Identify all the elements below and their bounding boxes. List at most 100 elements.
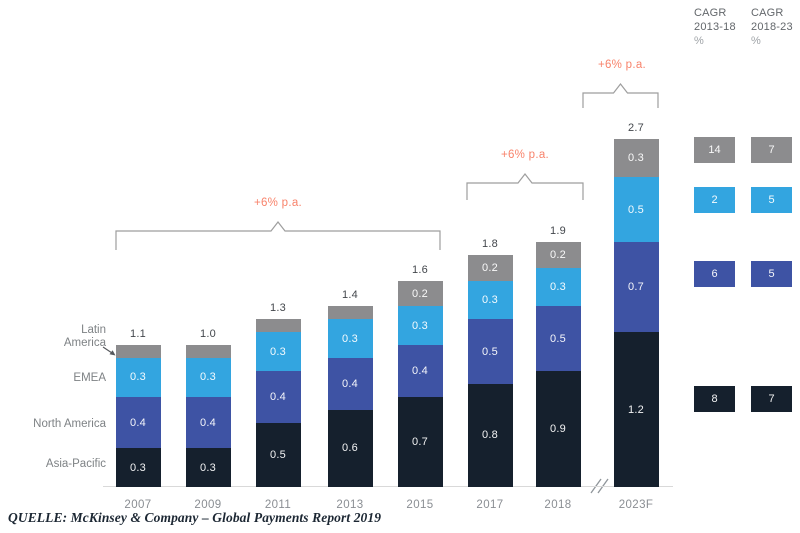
bar-segment-north-america: 0.4 — [115, 396, 161, 449]
segment-value-label: 0.2 — [412, 287, 428, 300]
bar-segment-latin-america: 0.2 — [397, 280, 443, 307]
segment-value-label: 0.3 — [130, 371, 146, 384]
segment-value-label: 0.3 — [412, 319, 428, 332]
x-axis-tick-label: 2013 — [336, 499, 364, 511]
cagr-value-north-america-col1: 6 — [694, 261, 735, 287]
bar-segment-latin-america — [327, 306, 373, 320]
segment-value-label: 0.5 — [270, 448, 286, 461]
bar-segment-asia-pacific: 1.2 — [613, 332, 659, 487]
segment-value-label: 0.5 — [628, 203, 644, 216]
segment-value-label: 0.4 — [130, 416, 146, 429]
cagr-value-asia-pacific-col2: 7 — [751, 386, 792, 412]
bar-2007: 0.3 0.4 0.3 1.1 2007 — [115, 328, 161, 511]
bar-segment-latin-america — [115, 345, 161, 359]
bar-2013: 0.3 0.4 0.6 1.4 2013 — [327, 289, 373, 511]
bar-segment-north-america: 0.4 — [397, 345, 443, 397]
cagr-header-period: 2018-23 — [751, 21, 793, 33]
legend-label-north-america: North America — [33, 418, 106, 430]
bar-2011: 0.3 0.4 0.5 1.3 2011 — [255, 302, 301, 511]
bar-total-label: 2.7 — [628, 121, 644, 134]
cagr-value-latin-america-col1: 14 — [694, 137, 735, 163]
bar-total-label: 1.3 — [270, 302, 286, 315]
bar-2018: 0.2 0.3 0.5 0.9 1.9 2018 — [535, 225, 581, 511]
segment-value-label: 0.3 — [628, 152, 644, 165]
bar-segment-asia-pacific: 0.5 — [255, 422, 301, 487]
bar-segment-emea: 0.3 — [467, 280, 513, 320]
bar-segment-emea: 0.5 — [613, 177, 659, 242]
bar-segment-emea: 0.3 — [255, 332, 301, 371]
segment-value-label: 1.2 — [628, 403, 644, 416]
cagr-header-unit: % — [751, 35, 761, 47]
bar-segment-north-america: 0.4 — [185, 396, 231, 449]
source-citation: QUELLE: McKinsey & Company – Global Paym… — [8, 510, 382, 525]
bar-segment-latin-america: 0.3 — [613, 138, 659, 178]
bar-segment-latin-america: 0.2 — [535, 241, 581, 268]
segment-value-label: 0.8 — [482, 429, 498, 442]
bar-segment-asia-pacific: 0.7 — [397, 396, 443, 487]
bar-segment-asia-pacific: 0.3 — [115, 448, 161, 487]
segment-value-label: 0.7 — [412, 435, 428, 448]
bar-segment-asia-pacific: 0.6 — [327, 409, 373, 487]
segment-value-label: 0.3 — [550, 281, 566, 294]
bar-segment-emea: 0.3 — [185, 358, 231, 397]
segment-value-label: 0.3 — [130, 461, 146, 474]
legend-label-asia-pacific: Asia-Pacific — [45, 458, 106, 470]
bar-segment-emea: 0.3 — [535, 267, 581, 307]
segment-value-label: 0.4 — [200, 416, 216, 429]
bar-segment-north-america: 0.5 — [535, 306, 581, 371]
cagr-header-period: 2013-18 — [694, 21, 736, 33]
cagr-header-2018-23: CAGR 2018-23 % — [751, 6, 793, 48]
segment-value-label: 0.4 — [342, 377, 358, 390]
bar-2015: 0.2 0.3 0.4 0.7 1.6 2015 — [397, 264, 443, 511]
growth-bracket-2 — [582, 83, 659, 108]
bar-total-label: 1.8 — [482, 237, 498, 250]
bar-segment-north-america: 0.7 — [613, 241, 659, 333]
cagr-header-title: CAGR — [751, 7, 784, 19]
growth-bracket-1 — [466, 173, 584, 200]
segment-value-label: 0.3 — [200, 371, 216, 384]
bar-total-label: 1.9 — [550, 224, 566, 237]
segment-value-label: 0.2 — [550, 248, 566, 261]
bar-segment-north-america: 0.5 — [467, 319, 513, 384]
x-axis-tick-label: 2018 — [544, 499, 572, 511]
cagr-value-asia-pacific-col1: 8 — [694, 386, 735, 412]
bar-total-label: 1.0 — [200, 328, 216, 341]
segment-value-label: 0.3 — [482, 293, 498, 306]
bar-segment-latin-america: 0.2 — [467, 254, 513, 281]
x-axis-tick-label: 2007 — [124, 499, 152, 511]
cagr-value-emea-col1: 2 — [694, 187, 735, 213]
bar-segment-latin-america — [185, 345, 231, 359]
segment-value-label: 0.4 — [270, 390, 286, 403]
cagr-header-unit: % — [694, 35, 704, 47]
segment-value-label: 0.6 — [342, 442, 358, 455]
segment-value-label: 0.7 — [628, 281, 644, 294]
x-axis-tick-label: 2015 — [406, 499, 434, 511]
bar-total-label: 1.1 — [130, 328, 146, 341]
segment-value-label: 0.3 — [270, 345, 286, 358]
bar-segment-north-america: 0.4 — [327, 358, 373, 410]
cagr-header-title: CAGR — [694, 7, 727, 19]
bar-2023F: 0.3 0.5 0.7 1.2 2.7 2023F — [613, 122, 659, 511]
x-axis-line — [103, 486, 673, 487]
bar-total-label: 1.6 — [412, 263, 428, 276]
x-axis-tick-label: 2011 — [264, 499, 292, 511]
bar-segment-emea: 0.3 — [397, 306, 443, 346]
segment-value-label: 0.2 — [482, 261, 498, 274]
x-axis-tick-label: 2009 — [194, 499, 222, 511]
bar-total-label: 1.4 — [342, 289, 358, 302]
bar-segment-asia-pacific: 0.3 — [185, 448, 231, 487]
cagr-header-2013-18: CAGR 2013-18 % — [694, 6, 736, 48]
bar-2009: 0.3 0.4 0.3 1.0 2009 — [185, 328, 231, 511]
bar-segment-latin-america — [255, 319, 301, 333]
segment-value-label: 0.5 — [550, 332, 566, 345]
growth-bracket-0 — [115, 221, 441, 250]
x-axis-tick-label: 2023F — [618, 499, 654, 511]
cagr-value-latin-america-col2: 7 — [751, 137, 792, 163]
cagr-value-emea-col2: 5 — [751, 187, 792, 213]
bar-segment-north-america: 0.4 — [255, 370, 301, 423]
growth-annotation-2018-2023: +6% p.a. — [597, 59, 647, 71]
segment-value-label: 0.9 — [550, 422, 566, 435]
x-axis-tick-label: 2017 — [476, 499, 504, 511]
cagr-value-north-america-col2: 5 — [751, 261, 792, 287]
